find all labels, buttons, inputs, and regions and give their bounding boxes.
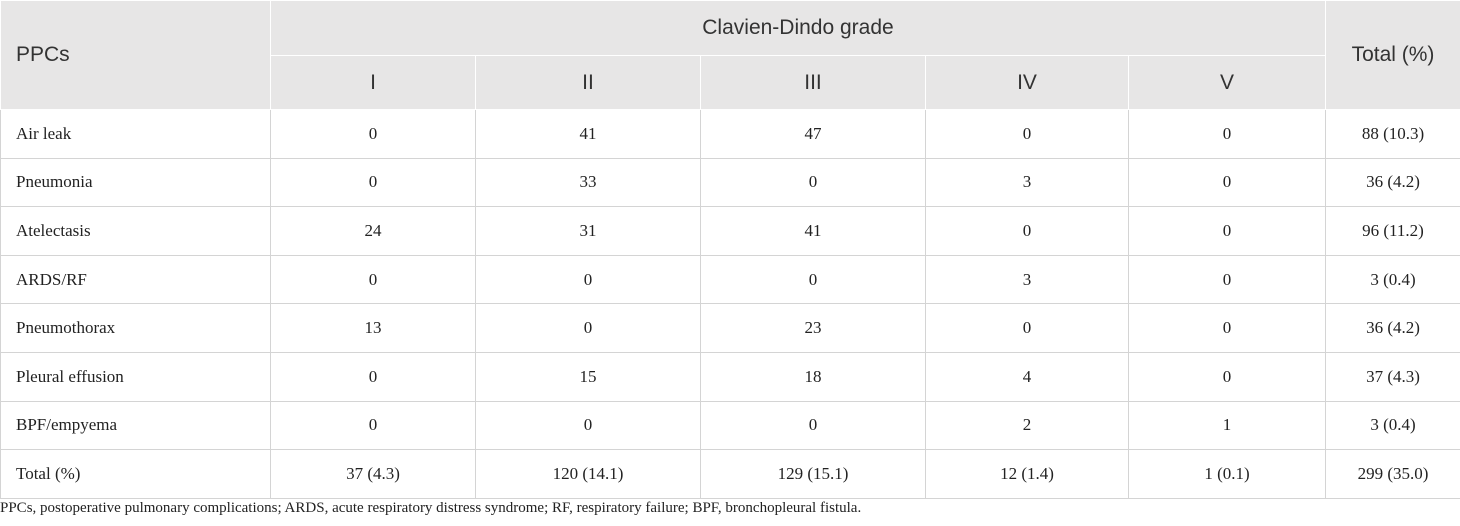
table-row: Pneumothorax 13 0 23 0 0 36 (4.2) (0, 303, 1460, 353)
table-cell: 299 (35.0) (1325, 449, 1460, 499)
table-row: ARDS/RF 0 0 0 3 0 3 (0.4) (0, 254, 1460, 305)
table-cell: 4 (925, 351, 1129, 402)
header-cell: PPCs (0, 0, 271, 110)
row-label: ARDS/RF (0, 254, 271, 305)
table-cell: 1 (1128, 400, 1326, 451)
table-cell: 3 (925, 157, 1129, 208)
header-group: Clavien-Dindo grade (270, 0, 1326, 56)
table-cell: 15 (475, 351, 701, 402)
table-cell: 0 (270, 351, 476, 402)
row-label: Air leak (0, 109, 271, 159)
table-cell: 0 (925, 303, 1129, 353)
header-cell: I (270, 55, 476, 110)
table-cell: 0 (700, 157, 926, 208)
table-cell: 96 (11.2) (1325, 206, 1460, 256)
table-cell: 41 (475, 109, 701, 159)
row-label: Atelectasis (0, 206, 271, 256)
row-label: Pneumonia (0, 157, 271, 208)
table-cell: 0 (270, 400, 476, 451)
table-cell: 0 (1128, 303, 1326, 353)
table-cell: 0 (1128, 351, 1326, 402)
table: PPCs Clavien-Dindo grade Total (%) I II II… (0, 0, 1460, 499)
table-cell: 0 (1128, 157, 1326, 208)
header-cell: V (1128, 55, 1326, 110)
table-cell: 0 (700, 400, 926, 451)
table-cell: 0 (1128, 109, 1326, 159)
header-cell: II (475, 55, 701, 110)
table-cell: 3 (925, 254, 1129, 305)
table-cell: 12 (1.4) (925, 449, 1129, 499)
table-cell: 47 (700, 109, 926, 159)
table-row: Atelectasis 24 31 41 0 0 96 (11.2) (0, 206, 1460, 256)
table-cell: 1 (0.1) (1128, 449, 1326, 499)
table-row: Total (%) 37 (4.3) 120 (14.1) 129 (15.1) 12 … (0, 449, 1460, 499)
table-cell: 120 (14.1) (475, 449, 701, 499)
table-row: BPF/empyema 0 0 0 2 1 3 (0.4) (0, 400, 1460, 451)
table-row: Pleural effusion 0 15 18 4 0 37 (4.3) (0, 351, 1460, 402)
table-cell: 88 (10.3) (1325, 109, 1460, 159)
footnote: PPCs, postoperative pulmonary complicati… (0, 500, 862, 516)
table-cell: 0 (1128, 206, 1326, 256)
table-cell: 0 (925, 109, 1129, 159)
table-cell: 129 (15.1) (700, 449, 926, 499)
table-cell: 13 (270, 303, 476, 353)
header-cell: III (700, 55, 926, 110)
table-cell: 41 (700, 206, 926, 256)
row-label: Total (%) (0, 449, 271, 499)
row-label: Pleural effusion (0, 351, 271, 402)
table-cell: 2 (925, 400, 1129, 451)
table-cell: 37 (4.3) (1325, 351, 1460, 402)
table-cell: 37 (4.3) (270, 449, 476, 499)
table-cell: 0 (475, 400, 701, 451)
table-cell: 0 (700, 254, 926, 305)
row-label: Pneumothorax (0, 303, 271, 353)
table-row: Air leak 0 41 47 0 0 88 (10.3) (0, 109, 1460, 159)
table-cell: 36 (4.2) (1325, 303, 1460, 353)
table-cell: 33 (475, 157, 701, 208)
header-cell: IV (925, 55, 1129, 110)
table-cell: 0 (925, 206, 1129, 256)
table-cell: 36 (4.2) (1325, 157, 1460, 208)
table-cell: 23 (700, 303, 926, 353)
header-cell: Total (%) (1325, 0, 1460, 110)
table-cell: 0 (475, 254, 701, 305)
table-cell: 18 (700, 351, 926, 402)
table-cell: 0 (270, 109, 476, 159)
table-cell: 0 (475, 303, 701, 353)
table-row: Pneumonia 0 33 0 3 0 36 (4.2) (0, 157, 1460, 208)
table-cell: 0 (270, 254, 476, 305)
table-cell: 0 (270, 157, 476, 208)
table-cell: 24 (270, 206, 476, 256)
table-cell: 0 (1128, 254, 1326, 305)
table-cell: 3 (0.4) (1325, 400, 1460, 451)
table-cell: 31 (475, 206, 701, 256)
table-cell: 3 (0.4) (1325, 254, 1460, 305)
row-label: BPF/empyema (0, 400, 271, 451)
